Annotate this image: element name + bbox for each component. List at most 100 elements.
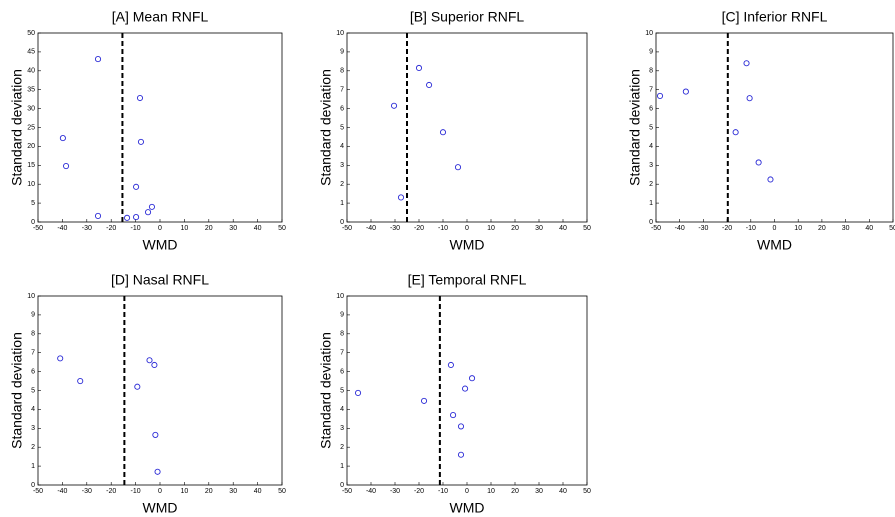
y-tick-label: 8 bbox=[340, 68, 344, 75]
x-tick-label: 0 bbox=[158, 488, 162, 495]
y-tick-label: 8 bbox=[31, 331, 35, 338]
x-tick-label: -50 bbox=[651, 225, 661, 232]
y-tick-label: 4 bbox=[649, 143, 653, 150]
point bbox=[746, 95, 753, 102]
point bbox=[656, 92, 664, 99]
y-tick-label: 3 bbox=[340, 425, 344, 432]
point bbox=[152, 431, 159, 438]
point bbox=[457, 451, 465, 458]
y-tick-label: 1 bbox=[649, 200, 653, 207]
x-tick-label: -40 bbox=[675, 225, 685, 232]
panel: [E] Temporal RNFL WMD Standard deviation -5… bbox=[318, 272, 591, 516]
y-axis-label: Standard deviation bbox=[9, 332, 25, 449]
panel-title: [C] Inferior RNFL bbox=[722, 9, 828, 25]
x-tick-label: 10 bbox=[181, 488, 189, 495]
point bbox=[94, 56, 102, 63]
x-tick-label: 30 bbox=[229, 225, 237, 232]
x-tick-label: 40 bbox=[254, 225, 262, 232]
point bbox=[133, 214, 140, 221]
x-tick-label: 40 bbox=[254, 488, 262, 495]
x-tick-label: 50 bbox=[583, 488, 591, 495]
x-tick-label: -20 bbox=[722, 225, 732, 232]
x-tick-label: -40 bbox=[366, 225, 376, 232]
x-tick-label: -40 bbox=[57, 225, 67, 232]
x-tick-label: -10 bbox=[438, 225, 448, 232]
y-tick-label: 0 bbox=[649, 219, 653, 226]
panel: [C] Inferior RNFL WMD Standard deviation -5… bbox=[627, 9, 895, 253]
point bbox=[682, 88, 689, 95]
x-tick-label: 20 bbox=[205, 488, 213, 495]
point bbox=[59, 135, 66, 142]
point bbox=[136, 94, 144, 102]
panel-title: [D] Nasal RNFL bbox=[111, 272, 209, 288]
y-tick-label: 0 bbox=[31, 219, 35, 226]
x-tick-label: 0 bbox=[465, 488, 469, 495]
x-tick-label: -50 bbox=[342, 488, 352, 495]
point bbox=[415, 64, 423, 72]
y-axis-label: Standard deviation bbox=[318, 69, 334, 186]
x-tick-label: 10 bbox=[487, 225, 495, 232]
x-tick-label: -20 bbox=[414, 488, 424, 495]
y-tick-label: 2 bbox=[340, 181, 344, 188]
point bbox=[137, 138, 145, 145]
y-tick-label: 0 bbox=[340, 482, 344, 489]
point bbox=[743, 60, 750, 67]
x-tick-label: 20 bbox=[511, 488, 519, 495]
x-tick-label: -30 bbox=[390, 488, 400, 495]
plot-area bbox=[37, 32, 283, 223]
x-tick-label: -40 bbox=[366, 488, 376, 495]
y-tick-label: 7 bbox=[340, 87, 344, 94]
point bbox=[426, 81, 433, 89]
y-tick-label: 5 bbox=[649, 124, 653, 131]
y-tick-label: 25 bbox=[27, 124, 35, 131]
x-tick-label: 20 bbox=[511, 225, 519, 232]
y-tick-label: 5 bbox=[31, 200, 35, 207]
x-tick-label: 10 bbox=[794, 225, 802, 232]
y-tick-label: 8 bbox=[649, 68, 653, 75]
point bbox=[57, 355, 64, 362]
point bbox=[420, 397, 428, 404]
panel: [A] Mean RNFL WMD Standard deviation -50 -40… bbox=[9, 9, 286, 253]
x-tick-label: -30 bbox=[82, 225, 92, 232]
x-tick-label: 0 bbox=[158, 225, 162, 232]
y-tick-label: 6 bbox=[649, 105, 653, 112]
x-tick-label: 10 bbox=[181, 225, 189, 232]
y-tick-label: 30 bbox=[27, 105, 35, 112]
y-tick-label: 4 bbox=[340, 406, 344, 413]
point bbox=[77, 377, 84, 385]
point bbox=[134, 383, 141, 390]
plot-area bbox=[346, 32, 588, 223]
y-tick-label: 7 bbox=[31, 350, 35, 357]
x-axis-label: WMD bbox=[757, 237, 792, 253]
x-axis-label: WMD bbox=[450, 500, 485, 516]
point bbox=[755, 159, 762, 166]
x-tick-label: 30 bbox=[229, 488, 237, 495]
y-tick-label: 3 bbox=[340, 162, 344, 169]
x-tick-label: -20 bbox=[106, 488, 116, 495]
x-tick-label: -40 bbox=[57, 488, 67, 495]
y-tick-label: 9 bbox=[649, 49, 653, 56]
x-tick-label: 20 bbox=[818, 225, 826, 232]
point bbox=[124, 214, 131, 221]
point bbox=[148, 203, 155, 210]
y-tick-label: 3 bbox=[31, 425, 35, 432]
x-tick-label: -30 bbox=[82, 488, 92, 495]
y-tick-label: 5 bbox=[340, 124, 344, 131]
x-tick-label: 30 bbox=[535, 225, 543, 232]
x-axis-label: WMD bbox=[143, 237, 178, 253]
y-axis-label: Standard deviation bbox=[318, 332, 334, 449]
y-tick-label: 1 bbox=[31, 463, 35, 470]
x-tick-label: -20 bbox=[106, 225, 116, 232]
panel: [D] Nasal RNFL WMD Standard deviation -50 -4… bbox=[9, 272, 286, 516]
plot-area bbox=[37, 295, 283, 486]
x-tick-label: 50 bbox=[278, 488, 286, 495]
point bbox=[457, 423, 465, 430]
y-tick-label: 5 bbox=[340, 387, 344, 394]
point bbox=[133, 183, 140, 190]
x-tick-label: -30 bbox=[698, 225, 708, 232]
panel-title: [A] Mean RNFL bbox=[112, 9, 209, 25]
y-tick-label: 2 bbox=[31, 444, 35, 451]
y-tick-label: 45 bbox=[27, 49, 35, 56]
y-tick-label: 10 bbox=[27, 293, 35, 300]
